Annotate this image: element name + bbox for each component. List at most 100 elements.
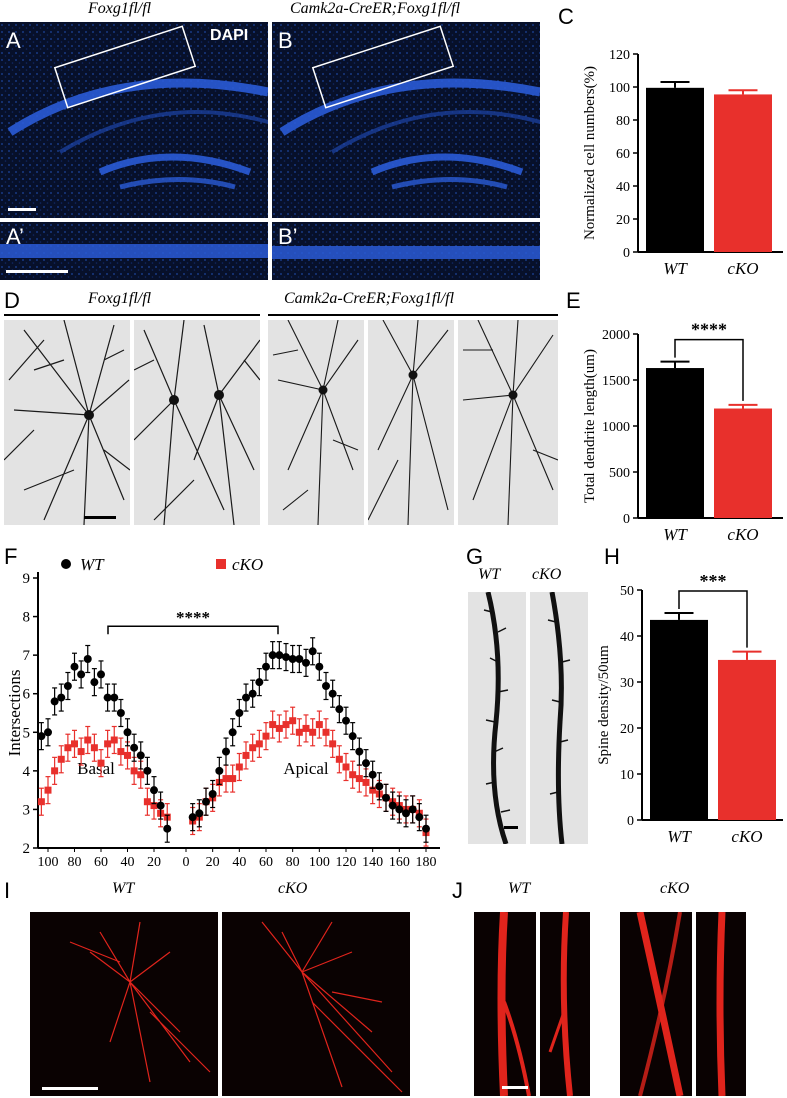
data-point-cko: [235, 763, 243, 771]
y-tick-label: 40: [620, 630, 634, 645]
data-point-cko: [309, 728, 317, 736]
y-axis-label: Spine density/50um: [596, 645, 612, 765]
underline-d-cko: [268, 314, 558, 316]
neuron-drawing-wt-1: [4, 320, 130, 525]
genotype-label-i-cko: cKO: [278, 880, 308, 897]
data-point-cko: [322, 728, 330, 736]
significance-bracket: [678, 590, 748, 648]
data-point-wt: [248, 689, 257, 698]
data-point-wt: [63, 682, 72, 690]
data-point-cko: [117, 748, 125, 756]
x-tick-label: cKO: [727, 259, 758, 278]
y-axis-label: Normalized cell numbers(%): [582, 66, 598, 240]
data-point-cko: [71, 740, 78, 748]
data-point-wt: [388, 801, 397, 810]
genotype-label-j-wt: WT: [508, 880, 531, 897]
y-tick-label: 2: [23, 841, 31, 857]
data-point-cko: [77, 748, 85, 756]
spine-red-wt-1: [474, 912, 536, 1096]
data-point-cko: [289, 717, 297, 725]
significance-label: ****: [176, 608, 210, 627]
significance-label: ****: [691, 320, 727, 340]
data-point-wt: [295, 655, 304, 663]
panel-letter-e: E: [566, 288, 581, 313]
data-point-wt: [156, 801, 165, 810]
legend-marker-wt: [61, 559, 71, 569]
x-tick-label: 100: [38, 855, 59, 870]
data-point-cko: [97, 759, 105, 767]
underline-d-wt: [4, 314, 260, 316]
x-tick-label: 60: [259, 855, 273, 870]
data-point-cko: [262, 732, 270, 740]
data-point-wt: [262, 662, 270, 671]
y-axis-label: Total dendrite length(um): [582, 349, 598, 503]
legend-label-wt: WT: [80, 555, 105, 574]
x-tick-label: WT: [663, 259, 688, 278]
data-point-cko: [51, 767, 59, 775]
significance-bracket: [107, 625, 279, 635]
data-point-cko: [342, 763, 350, 771]
x-tick-label: 160: [389, 855, 410, 870]
data-point-cko: [355, 775, 363, 783]
genotype-label-d-cko: Camk2a-CreER;Foxg1fl/fl: [284, 290, 455, 307]
data-point-wt: [322, 682, 330, 690]
data-point-cko: [143, 798, 151, 806]
data-point-wt: [402, 809, 410, 818]
y-tick-label: 20: [616, 213, 630, 228]
spine-red-cko-2: [696, 912, 746, 1096]
neuron-red-drawing-wt: [42, 921, 211, 1090]
dapi-zoom-texture-wt: [0, 222, 268, 280]
bar-wt: [646, 87, 704, 252]
data-point-cko: [229, 775, 237, 783]
data-point-cko: [64, 744, 72, 752]
panel-letter-b: B: [278, 28, 293, 53]
spine-red-wt-2: [540, 912, 590, 1096]
y-axis-label: Intersections: [5, 670, 24, 757]
x-tick-label: WT: [667, 827, 692, 846]
y-tick-label: 3: [23, 802, 31, 818]
data-point-wt: [44, 728, 52, 737]
neuron-image-cko-1: [268, 320, 364, 525]
data-point-wt: [235, 709, 244, 717]
x-tick-label: 140: [362, 855, 383, 870]
data-point-wt: [335, 705, 344, 714]
genotype-label-g-cko: cKO: [532, 566, 562, 583]
panel-letter-b-prime: B’: [278, 224, 298, 249]
data-point-cko: [124, 751, 131, 759]
y-tick-label: 500: [609, 466, 630, 481]
data-point-wt: [150, 786, 158, 795]
data-point-cko: [222, 775, 230, 783]
data-point-cko: [315, 721, 323, 729]
data-point-cko: [282, 721, 290, 729]
dapi-label: DAPI: [210, 27, 249, 44]
data-point-cko: [90, 744, 98, 752]
y-tick-label: 40: [616, 180, 630, 195]
data-point-wt: [123, 728, 132, 737]
data-point-wt: [362, 759, 370, 768]
bar-wt: [650, 619, 708, 820]
genotype-label-b: Camk2a-CreER;Foxg1fl/fl: [290, 0, 461, 17]
x-tick-label: 40: [121, 855, 135, 870]
data-point-wt: [275, 651, 284, 660]
data-point-cko: [295, 728, 303, 736]
data-point-wt: [202, 797, 210, 806]
data-point-cko: [137, 771, 145, 779]
panel-letter-i: I: [4, 878, 11, 903]
genotype-label-i-wt: WT: [112, 880, 135, 897]
data-point-cko: [349, 771, 357, 779]
data-point-wt: [90, 678, 99, 687]
y-tick-label: 0: [623, 246, 630, 261]
data-point-cko: [37, 798, 45, 806]
x-tick-label: 80: [286, 855, 300, 870]
data-point-cko: [104, 740, 112, 748]
neuron-red-image-wt: [30, 912, 218, 1096]
data-point-cko: [255, 740, 263, 748]
data-point-cko: [275, 724, 283, 732]
data-point-wt: [143, 766, 152, 775]
data-point-wt: [188, 813, 197, 822]
data-point-wt: [77, 670, 86, 679]
data-point-cko: [130, 767, 138, 775]
x-tick-label: cKO: [727, 525, 758, 544]
data-point-cko: [362, 778, 370, 786]
data-point-wt: [395, 805, 404, 814]
